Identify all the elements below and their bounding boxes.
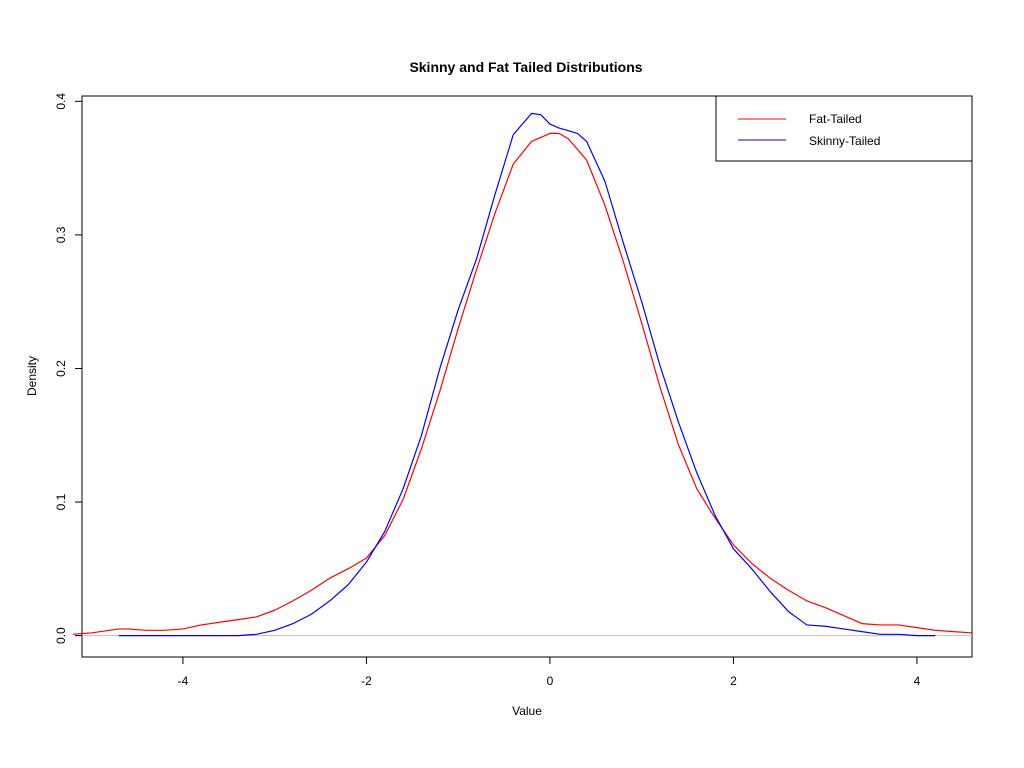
y-axis: 0.0 0.1 0.2 0.3 0.4 bbox=[54, 93, 82, 644]
legend-label-skinny-tailed: Skinny-Tailed bbox=[809, 134, 880, 148]
y-tick-label: 0.0 bbox=[54, 627, 68, 644]
x-tick-label: 4 bbox=[914, 674, 921, 688]
x-tick-label: -4 bbox=[178, 674, 189, 688]
x-tick-label: 0 bbox=[547, 674, 554, 688]
y-tick-label: 0.2 bbox=[54, 360, 68, 377]
legend-box bbox=[715, 95, 973, 162]
y-tick-label: 0.4 bbox=[54, 93, 68, 110]
plot-frame bbox=[81, 95, 973, 658]
x-tick-label: -2 bbox=[361, 674, 372, 688]
legend: Fat-Tailed Skinny-Tailed bbox=[715, 95, 973, 162]
legend-label-fat-tailed: Fat-Tailed bbox=[809, 112, 862, 126]
chart-title: Skinny and Fat Tailed Distributions bbox=[409, 59, 642, 75]
series-line-fat-tailed bbox=[72, 132, 973, 635]
y-tick-label: 0.3 bbox=[54, 226, 68, 243]
x-tick-label: 2 bbox=[730, 674, 737, 688]
y-tick-label: 0.1 bbox=[54, 493, 68, 510]
x-axis: -4 -2 0 2 4 bbox=[178, 656, 921, 688]
series-layer bbox=[72, 112, 973, 637]
series-line-skinny-tailed bbox=[118, 112, 936, 637]
y-axis-label: Density bbox=[25, 356, 39, 396]
x-axis-label: Value bbox=[512, 704, 542, 718]
